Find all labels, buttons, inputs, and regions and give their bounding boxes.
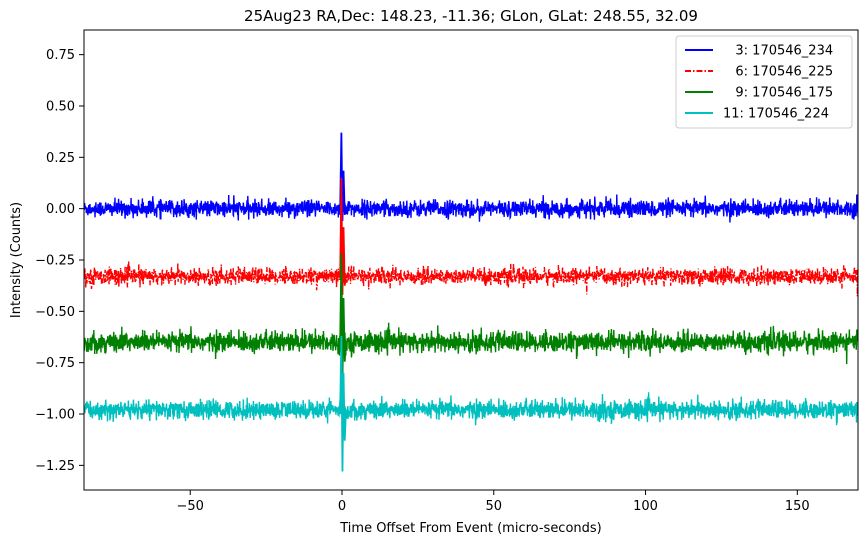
y-tick-label: −1.00 [35,408,75,423]
x-axis-label: Time Offset From Event (micro-seconds) [339,521,602,536]
y-tick-label: 0.75 [46,48,75,63]
series-line-2 [84,260,858,297]
plot-area [84,132,858,472]
y-axis-label: Intensity (Counts) [9,202,24,318]
x-tick-label: 0 [338,499,346,514]
y-tick-label: −1.25 [35,459,75,474]
series-spike-2 [339,177,347,295]
chart-title: 25Aug23 RA,Dec: 148.23, -11.36; GLon, GL… [244,7,698,25]
series-line-1 [84,194,858,223]
x-tick-label: 100 [633,499,658,514]
y-tick-label: −0.75 [35,356,75,371]
series-spike-3 [339,253,347,382]
legend-label: 3: 170546_234 [723,44,833,59]
y-tick-label: −0.25 [35,254,75,269]
x-axis: −50 0 50 100 150 [177,490,810,514]
legend-box [675,35,853,129]
legend-label: 9: 170546_175 [723,86,833,101]
series-spike-1 [339,132,347,221]
y-tick-label: 0.50 [46,99,75,114]
legend-label: 6: 170546_225 [723,65,833,80]
series-line-3 [84,322,858,365]
series-line-4 [84,392,858,433]
y-tick-label: −0.50 [35,305,75,320]
x-tick-label: 150 [785,499,810,514]
x-tick-label: −50 [177,499,204,514]
y-axis: 0.75 0.50 0.25 0.00 −0.25 −0.50 −0.75 −1.00 −1.2… [35,48,84,474]
series-spike-4 [339,335,347,472]
y-tick-label: 0.25 [46,151,75,166]
legend-label: 11: 170546_224 [723,107,829,122]
legend: 3: 170546_234 6: 170546_225 9: 170546_17… [675,35,853,129]
x-tick-label: 50 [485,499,502,514]
y-tick-label: 0.00 [46,202,75,217]
